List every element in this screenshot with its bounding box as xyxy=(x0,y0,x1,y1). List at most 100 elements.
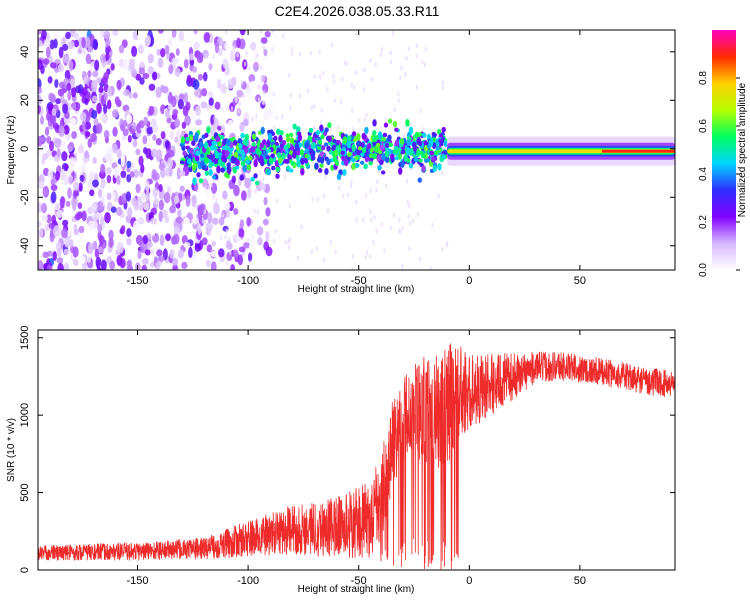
spectrogram-cell xyxy=(211,217,219,225)
spectrogram-cell xyxy=(185,136,190,142)
spectrogram-cell xyxy=(193,89,201,98)
spectrogram-cell xyxy=(245,50,248,56)
spectrogram-cell xyxy=(164,140,170,149)
spectrogram-cell xyxy=(206,126,211,134)
spectrogram-cell xyxy=(147,53,154,64)
spectrogram-cell xyxy=(40,115,45,125)
spectrogram-cell xyxy=(183,92,189,104)
spectrogram-cell xyxy=(602,149,675,153)
spectrogram-cell xyxy=(441,85,445,91)
spectrogram-cell xyxy=(319,156,325,164)
spectrogram-cell xyxy=(274,228,277,234)
spectrogram-cell xyxy=(183,217,190,227)
spectrogram-cell xyxy=(56,209,64,219)
spectrogram-cell xyxy=(329,158,334,163)
spectrogram-cell xyxy=(368,253,372,259)
spectrogram-cell xyxy=(364,254,367,260)
spectrogram-cell xyxy=(375,228,378,234)
spectrogram-cell xyxy=(406,139,411,147)
spectrogram-cell xyxy=(175,216,183,224)
spectrogram-cell xyxy=(66,230,73,237)
spectrogram-cell xyxy=(198,52,204,61)
spectrogram-cell xyxy=(311,142,316,147)
spectrogram-cell xyxy=(132,92,138,99)
spectrogram-cell xyxy=(294,143,300,151)
spectrogram-cell xyxy=(100,216,105,226)
spectrogram-cell xyxy=(204,53,208,59)
spectrogram-cell xyxy=(92,38,98,51)
spectrogram-cell xyxy=(174,67,181,78)
spectrogram-cell xyxy=(392,212,396,218)
spectrogram-cell xyxy=(296,131,302,137)
spectrogram-cell xyxy=(391,30,395,36)
spectrogram-cell xyxy=(249,260,252,266)
snr-y-ticks: 0 500 1000 1500 xyxy=(19,325,675,573)
spectrogram-cell xyxy=(171,30,177,39)
spectrogram-cell xyxy=(110,190,116,201)
spectrogram-cell xyxy=(290,46,294,52)
spectrogram-cell xyxy=(298,93,302,99)
spectrogram-cell xyxy=(227,119,234,132)
spectrogram-cell xyxy=(194,131,199,140)
spectrogram-frame xyxy=(37,29,676,271)
spectrogram-cell xyxy=(272,91,275,97)
colorbar-tick-label: 0.4 xyxy=(698,167,709,181)
spectrogram-cell xyxy=(368,153,374,159)
spectrogram-cell xyxy=(326,158,331,166)
spectrogram-cell xyxy=(183,241,191,249)
spectrogram-cell xyxy=(284,240,288,246)
spectrogram-cell xyxy=(146,126,154,135)
spectrogram-cell xyxy=(292,123,297,130)
spectrogram-cell xyxy=(239,219,245,229)
spectrogram-cell xyxy=(105,53,110,61)
spectrogram-cell xyxy=(334,249,337,255)
spectrogram-cell xyxy=(215,136,221,143)
spectrogram-cell xyxy=(252,225,259,235)
spectrogram-cell xyxy=(78,225,85,234)
snr-y-label: SNR (10 * v/v) xyxy=(6,418,17,482)
spectrogram-cell xyxy=(337,184,341,190)
spectrogram-cell xyxy=(253,61,259,72)
spectrogram-cell xyxy=(143,116,149,126)
spectrogram-cell xyxy=(260,182,266,191)
spectrogram-cell xyxy=(319,124,324,132)
spectrogram-cell xyxy=(208,62,213,71)
spectrogram-cell xyxy=(342,169,347,176)
spectrogram-cell xyxy=(68,60,74,72)
spectrogram-cell xyxy=(363,117,366,123)
spectrogram-cell xyxy=(128,58,136,69)
spectrogram-cell xyxy=(160,168,166,179)
spectrogram-cell xyxy=(145,180,150,193)
spectrogram-cell xyxy=(395,151,400,156)
spectrogram-cell xyxy=(135,148,141,156)
spectrogram-cell xyxy=(56,148,61,158)
spectrogram-cell xyxy=(401,264,404,270)
spectrogram-cell xyxy=(368,160,373,166)
spectrogram-cell xyxy=(126,174,132,183)
spectrogram-cell xyxy=(290,93,293,99)
spectrogram-cell xyxy=(346,151,352,157)
spectrogram-cell xyxy=(248,155,253,161)
spectrogram-cell xyxy=(94,59,100,72)
spectrogram-cell xyxy=(290,50,294,56)
colorbar: 0.0 0.2 0.4 0.6 0.8 Normalized spectral ampl… xyxy=(698,30,748,277)
spectrogram-cell xyxy=(289,132,294,137)
spectrogram-cell xyxy=(165,167,170,177)
spectrogram-cell xyxy=(59,140,67,151)
spectrogram-cell xyxy=(68,176,73,185)
spectrogram-cell xyxy=(187,158,192,165)
spectrogram-cell xyxy=(139,61,145,68)
spectrogram-cell xyxy=(333,149,339,157)
spectrogram-cell xyxy=(188,136,194,142)
spectrogram-cell xyxy=(355,200,358,206)
spectrogram-cell xyxy=(77,47,83,55)
spectrogram-cell xyxy=(228,201,235,212)
spectrogram-cell xyxy=(281,139,287,146)
spectrogram-cell xyxy=(287,238,290,244)
spectrogram-cell xyxy=(242,138,248,147)
spectrogram-cell xyxy=(152,187,158,199)
spectrogram-cell xyxy=(196,172,201,178)
spectrogram-cell xyxy=(394,139,399,147)
spectrogram-cell xyxy=(128,92,133,99)
spectrogram-cell xyxy=(228,82,234,90)
